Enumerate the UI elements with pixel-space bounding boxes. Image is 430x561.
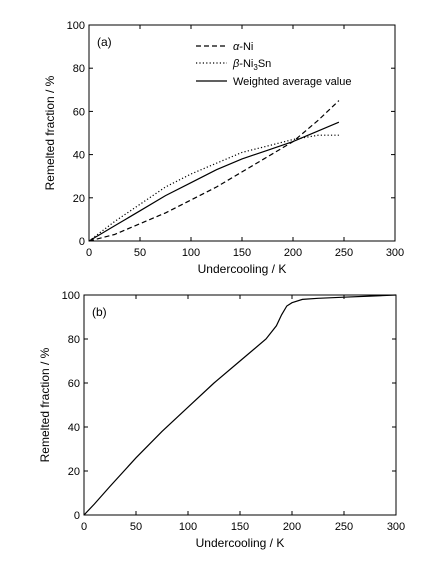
y-tick-label: 40 <box>68 422 80 434</box>
series-line-3 <box>88 121 340 242</box>
x-tick-label: 250 <box>335 247 353 259</box>
y-axis-label: Remelted fraction / % <box>43 75 57 190</box>
series-line-1 <box>83 294 397 516</box>
x-tick-label: 200 <box>284 247 302 259</box>
y-axis-label: Remelted fraction / % <box>38 347 52 462</box>
x-tick-label: 250 <box>335 521 353 533</box>
y-tick-label: 80 <box>68 334 80 346</box>
legend-greek: α <box>233 41 240 53</box>
x-tick-label: 200 <box>283 521 301 533</box>
legend-text: -Ni <box>239 58 253 70</box>
x-tick-label: 0 <box>86 247 92 259</box>
x-tick-label: 0 <box>81 521 87 533</box>
x-tick-label: 50 <box>130 521 142 533</box>
legend-text: -Ni <box>239 41 253 53</box>
y-tick-label: 0 <box>74 510 80 522</box>
legend-entry: β-Ni3Sn <box>232 58 271 72</box>
y-tick-label: 20 <box>68 466 80 478</box>
legend-text: Weighted average value <box>233 76 351 88</box>
y-tick-label: 0 <box>79 236 85 248</box>
x-tick-label: 150 <box>233 247 251 259</box>
chart-panel-a: 0 50 100 150 200 250 300 0 20 40 60 80 100 Undercooli… <box>43 20 404 276</box>
x-tick-label: 100 <box>179 521 197 533</box>
legend-subscript: 3 <box>253 63 258 72</box>
legend-text-tail: Sn <box>258 58 271 70</box>
y-tick-label: 40 <box>73 150 85 162</box>
x-tick-label: 300 <box>386 247 404 259</box>
y-tick-label: 100 <box>67 20 85 32</box>
y-tick-label: 60 <box>68 378 80 390</box>
x-tick-label: 150 <box>231 521 249 533</box>
x-axis-label: Undercooling / K <box>198 262 287 276</box>
y-tick-label: 80 <box>73 63 85 75</box>
series-line-1 <box>88 100 340 242</box>
legend-greek: β <box>232 58 240 70</box>
legend-entry: α-Ni <box>233 41 253 53</box>
x-axis-label: Undercooling / K <box>196 536 285 550</box>
x-tick-label: 50 <box>134 247 146 259</box>
y-tick-label: 20 <box>73 193 85 205</box>
x-tick-label: 300 <box>387 521 405 533</box>
panel-label: (a) <box>97 35 112 49</box>
chart-panel-b: 0 50 100 150 200 250 300 0 20 40 60 80 100 Undercooli… <box>38 290 405 550</box>
plot-frame <box>83 294 397 516</box>
y-tick-label: 100 <box>62 290 80 302</box>
x-tick-label: 100 <box>182 247 200 259</box>
panel-label: (b) <box>92 305 107 319</box>
legend-entry: Weighted average value <box>233 76 351 88</box>
y-tick-label: 60 <box>73 106 85 118</box>
